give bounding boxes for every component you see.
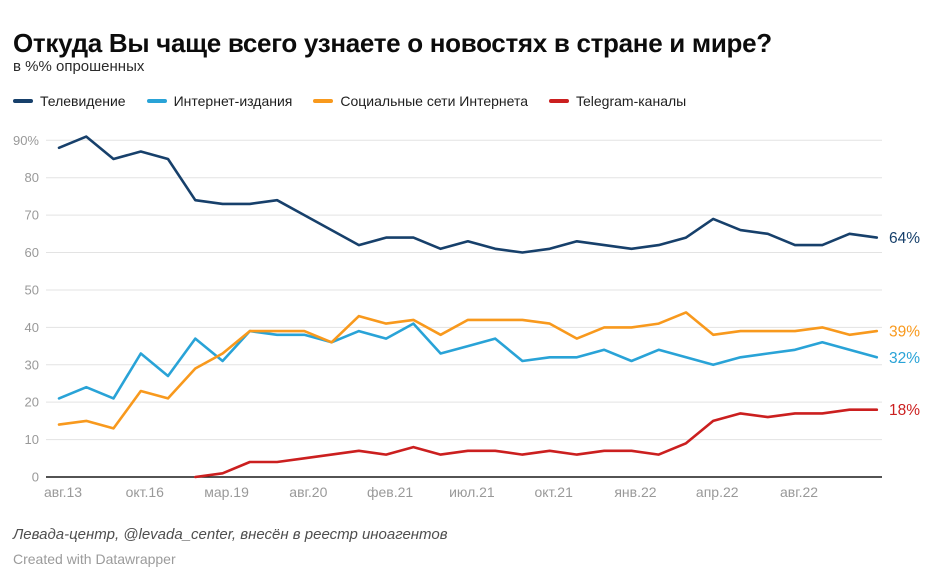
y-axis-label: 10 [25,432,39,447]
legend-label: Telegram-каналы [576,93,687,109]
y-axis-label: 40 [25,320,39,335]
y-axis-label: 90% [13,133,39,148]
y-axis-label: 20 [25,395,39,410]
legend-label: Интернет-издания [173,93,293,109]
x-axis-label: окт.21 [534,484,573,500]
x-axis-label: фев.21 [367,484,413,500]
y-axis-label: 60 [25,245,39,260]
series-end-label-2: 39% [889,324,920,341]
series-end-label-3: 18% [889,402,920,419]
x-axis-label: авг.13 [44,484,82,500]
x-axis-label: апр.22 [696,484,739,500]
legend-swatch-icon [146,99,167,103]
legend: Телевидение Интернет-издания Социальные се… [13,93,686,109]
x-axis-label: янв.22 [614,484,656,500]
series-line-0 [57,135,879,254]
series-line-3 [194,408,879,479]
series-end-label-1: 32% [889,350,920,367]
legend-label: Телевидение [40,93,126,109]
datawrapper-credit: Created with Datawrapper [13,551,176,567]
legend-swatch-icon [13,99,33,103]
x-axis-label: авг.20 [289,484,327,500]
x-axis-label: мар.19 [204,484,249,500]
legend-swatch-icon [313,99,334,103]
legend-item-1: Интернет-издания [146,93,293,109]
y-axis-label: 50 [25,282,39,297]
y-axis-label: 80 [25,170,39,185]
x-axis-label: окт.16 [126,484,165,500]
series-line-1 [57,322,879,400]
source-note: Левада-центр, @levada_center, внесён в р… [13,526,448,543]
x-axis-label: авг.22 [780,484,818,500]
legend-swatch-icon [549,99,569,103]
x-axis-label: июл.21 [449,484,495,500]
series-line-2 [57,311,879,430]
y-axis-label: 70 [25,208,39,223]
page-title: Откуда Вы чаще всего узнаете о новостях … [13,28,772,59]
legend-label: Социальные сети Интернета [340,93,528,109]
legend-item-0: Телевидение [13,93,126,109]
y-axis-label: 0 [32,470,39,485]
y-axis-label: 30 [25,357,39,372]
legend-item-3: Telegram-каналы [549,93,686,109]
series-end-label-0: 64% [889,230,920,247]
chart-subtitle: в %% опрошенных [13,58,145,75]
legend-item-2: Социальные сети Интернета [313,93,528,109]
